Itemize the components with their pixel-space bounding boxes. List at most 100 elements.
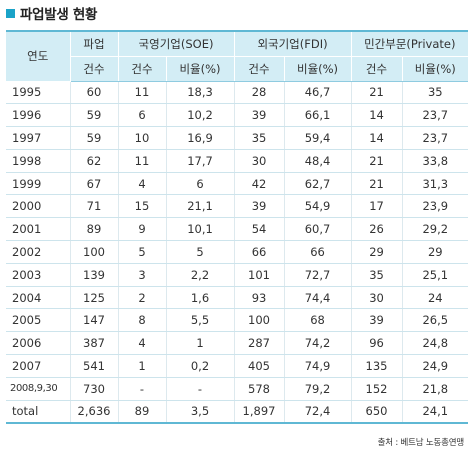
value-cell: 650 [351,400,403,424]
value-cell: 387 [70,331,119,356]
value-cell: 30 [351,286,403,310]
value-cell: 39 [234,194,285,219]
value-cell: 2 [118,286,167,310]
value-cell: 4 [118,172,167,196]
value-cell: 62,7 [284,172,352,196]
value-cell: 96 [351,331,403,356]
header-strike: 파업 [70,31,119,57]
header-private-count: 건수 [351,56,403,82]
value-cell: 74,4 [284,286,352,310]
table-row: 1998 62 11 17,7 30 48,4 21 33,8 [6,149,469,173]
value-cell: 39 [234,103,285,128]
value-cell: 33,8 [402,149,469,173]
header-private-ratio: 비율(%) [402,56,469,82]
value-cell: 23,9 [402,194,469,219]
value-cell: 147 [70,308,119,333]
value-cell: 66 [234,240,285,264]
value-cell: 62 [70,149,119,173]
year-cell: 1999 [6,172,71,196]
value-cell: 30 [234,149,285,173]
table-row: 2001 89 9 10,1 54 60,7 26 29,2 [6,217,469,242]
table-row: 1999 67 4 6 42 62,7 21 31,3 [6,172,469,196]
header-private: 민간부문(Private) [351,31,469,57]
value-cell: 21 [351,81,403,105]
value-cell: 152 [351,377,403,401]
value-cell: 72,7 [284,263,352,287]
header-soe: 국영기업(SOE) [118,31,235,57]
value-cell: 24,9 [402,354,469,378]
table-row: 2002 100 5 5 66 66 29 29 [6,240,469,264]
header-soe-ratio: 비율(%) [166,56,235,82]
value-cell: 29,2 [402,217,469,242]
value-cell: - [118,377,167,401]
value-cell: 74,9 [284,354,352,378]
value-cell: 541 [70,354,119,378]
value-cell: 72,4 [284,400,352,424]
value-cell: 60,7 [284,217,352,242]
table-title: 파업발생 현황 [6,3,97,23]
value-cell: 17 [351,194,403,219]
value-cell: 11 [118,81,167,105]
value-cell: 5,5 [166,308,235,333]
value-cell: 6 [166,172,235,196]
value-cell: 405 [234,354,285,378]
strike-table: 연도 파업 국영기업(SOE) 외국기업(FDI) 민간부문(Private) … [6,30,469,424]
year-cell: 2006 [6,331,71,356]
header-fdi: 외국기업(FDI) [234,31,352,57]
value-cell: 46,7 [284,81,352,105]
value-cell: - [166,377,235,401]
value-cell: 125 [70,286,119,310]
value-cell: 23,7 [402,103,469,128]
value-cell: 139 [70,263,119,287]
value-cell: 21 [351,172,403,196]
value-cell: 23,7 [402,126,469,150]
value-cell: 10,2 [166,103,235,128]
year-cell: 2004 [6,286,71,310]
value-cell: 66,1 [284,103,352,128]
value-cell: 18,3 [166,81,235,105]
value-cell: 1 [118,354,167,378]
value-cell: 26,5 [402,308,469,333]
value-cell: 14 [351,126,403,150]
value-cell: 59 [70,126,119,150]
year-cell: 1997 [6,126,71,150]
value-cell: 35 [351,263,403,287]
value-cell: 59 [70,103,119,128]
value-cell: 100 [70,240,119,264]
value-cell: 101 [234,263,285,287]
value-cell: 68 [284,308,352,333]
value-cell: 5 [166,240,235,264]
value-cell: 17,7 [166,149,235,173]
table-row: 2004 125 2 1,6 93 74,4 30 24 [6,286,469,310]
value-cell: 66 [284,240,352,264]
table-row: 1996 59 6 10,2 39 66,1 14 23,7 [6,103,469,128]
year-cell: 2001 [6,217,71,242]
value-cell: 74,2 [284,331,352,356]
value-cell: 54 [234,217,285,242]
year-cell: 2000 [6,194,71,219]
value-cell: 3,5 [166,400,235,424]
table-row: 2005 147 8 5,5 100 68 39 26,5 [6,308,469,333]
value-cell: 4 [118,331,167,356]
value-cell: 25,1 [402,263,469,287]
year-cell: 2002 [6,240,71,264]
year-cell: 1995 [6,81,71,105]
value-cell: 9 [118,217,167,242]
value-cell: 6 [118,103,167,128]
header-row-1: 연도 파업 국영기업(SOE) 외국기업(FDI) 민간부문(Private) [6,31,469,82]
value-cell: 31,3 [402,172,469,196]
table-row: 1995 60 11 18,3 28 46,7 21 35 [6,81,469,105]
value-cell: 11 [118,149,167,173]
value-cell: 3 [118,263,167,287]
year-cell: 1998 [6,149,71,173]
value-cell: 29 [351,240,403,264]
value-cell: 60 [70,81,119,105]
value-cell: 59,4 [284,126,352,150]
table-body: 1995 60 11 18,3 28 46,7 21 35 1996 59 6 10,2 39 66,1 1… [6,81,469,424]
header-strike-count: 건수 [70,56,119,82]
year-cell: 2003 [6,263,71,287]
header-fdi-count: 건수 [234,56,285,82]
value-cell: 5 [118,240,167,264]
value-cell: 48,4 [284,149,352,173]
value-cell: 1,897 [234,400,285,424]
